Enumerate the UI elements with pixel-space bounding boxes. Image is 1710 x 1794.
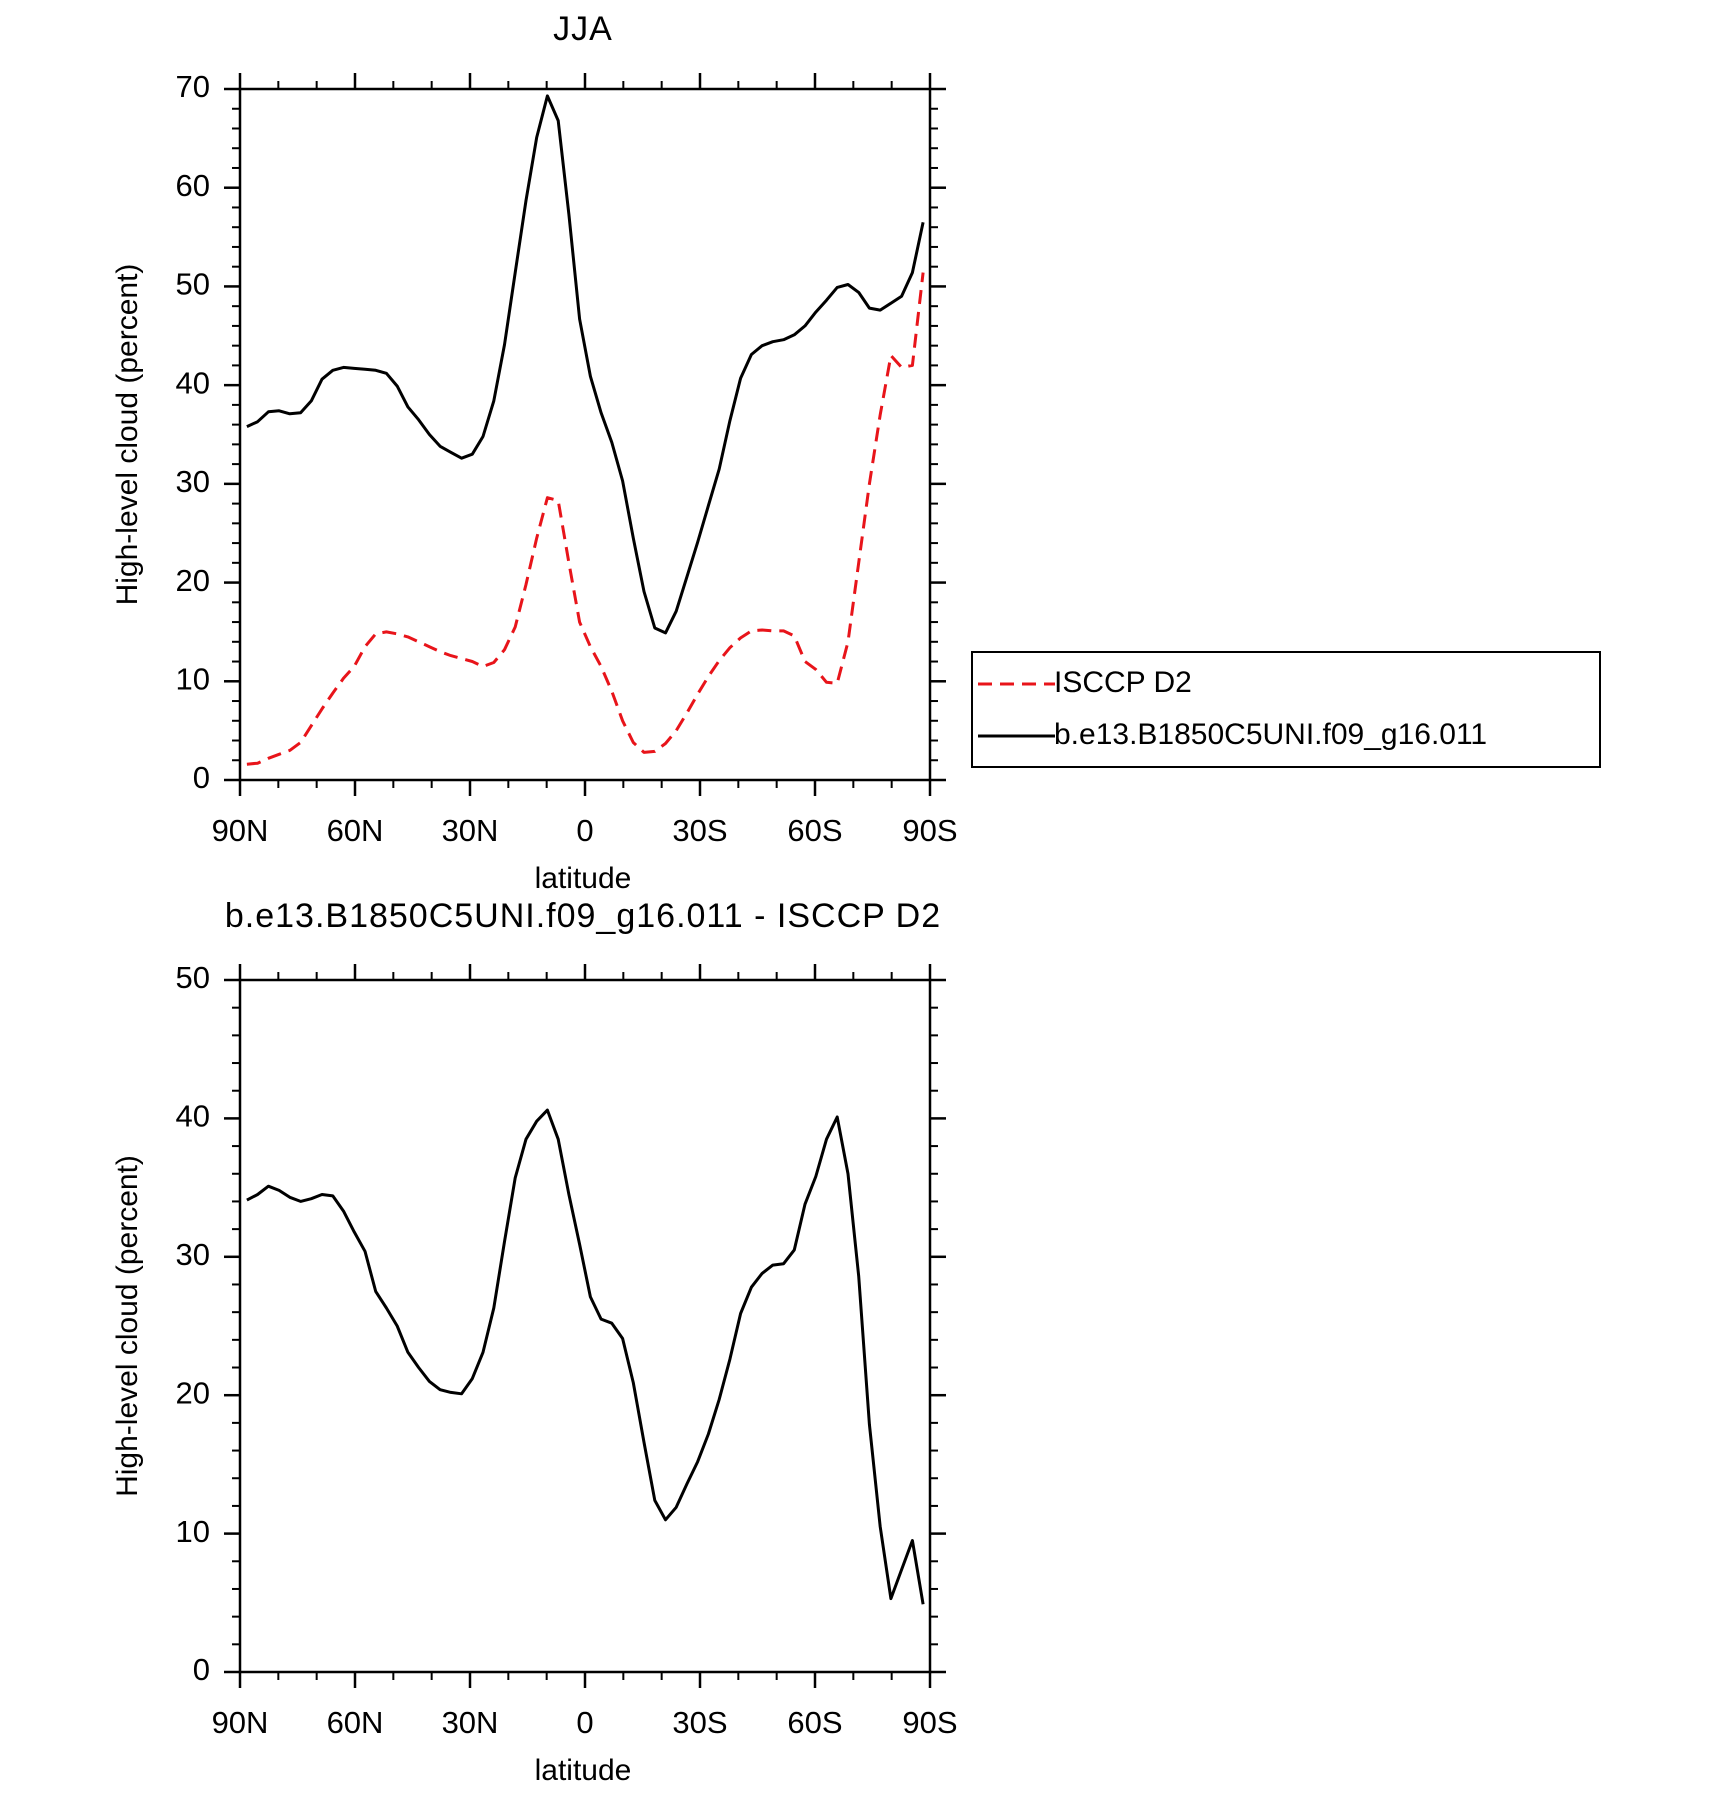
x-tick-label: 30S — [672, 1705, 727, 1740]
x-tick-label: 30S — [672, 813, 727, 848]
y-tick-label: 60 — [176, 168, 210, 203]
x-tick-label: 30N — [442, 1705, 499, 1740]
chart-title: b.e13.B1850C5UNI.f09_g16.011 - ISCCP D2 — [225, 897, 941, 935]
x-tick-label: 0 — [576, 1705, 593, 1740]
y-tick-label: 20 — [176, 1375, 210, 1410]
y-tick-label: 0 — [193, 1652, 210, 1687]
y-tick-label: 50 — [176, 960, 210, 995]
chart-title: JJA — [553, 10, 613, 48]
x-tick-label: 60S — [787, 813, 842, 848]
y-tick-label: 20 — [176, 563, 210, 598]
y-axis-label: High-level cloud (percent) — [111, 1155, 144, 1497]
x-tick-label: 90S — [902, 813, 957, 848]
data-line — [246, 272, 925, 766]
plot-frame — [238, 978, 932, 1674]
x-tick-label: 0 — [576, 813, 593, 848]
y-tick-label: 40 — [176, 1099, 210, 1134]
y-axis-label: High-level cloud (percent) — [111, 264, 144, 606]
y-tick-label: 10 — [176, 1514, 210, 1549]
data-line — [246, 94, 925, 635]
y-tick-label: 30 — [176, 1237, 210, 1272]
x-axis-label: latitude — [535, 1754, 632, 1787]
y-tick-label: 40 — [176, 365, 210, 400]
data-line — [246, 1108, 925, 1605]
x-tick-label: 90S — [902, 1705, 957, 1740]
y-tick-label: 10 — [176, 661, 210, 696]
legend-label: b.e13.B1850C5UNI.f09_g16.011 — [1054, 718, 1487, 751]
x-tick-label: 60S — [787, 1705, 842, 1740]
plot-frame — [238, 87, 932, 782]
y-tick-label: 30 — [176, 464, 210, 499]
x-tick-label: 90N — [212, 813, 269, 848]
y-tick-label: 50 — [176, 267, 210, 302]
y-tick-label: 0 — [193, 760, 210, 795]
x-tick-label: 30N — [442, 813, 499, 848]
legend-box — [971, 651, 1601, 768]
x-tick-label: 60N — [327, 1705, 384, 1740]
x-tick-label: 60N — [327, 813, 384, 848]
legend-label: ISCCP D2 — [1054, 666, 1192, 699]
x-axis-label: latitude — [535, 862, 632, 895]
y-tick-label: 70 — [176, 69, 210, 104]
x-tick-label: 90N — [212, 1705, 269, 1740]
